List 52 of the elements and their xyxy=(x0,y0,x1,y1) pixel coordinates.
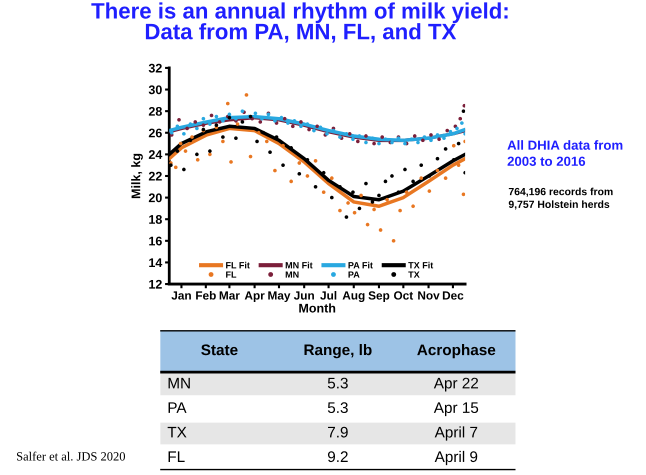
y-tick-label: 22 xyxy=(148,172,162,181)
x-axis-title: Month xyxy=(299,303,336,313)
x-tick-label: Sep xyxy=(368,291,390,302)
legend-label: PA Fit xyxy=(348,262,373,268)
x-tick-label: Jul xyxy=(320,290,336,300)
y-tick-label: 20 xyxy=(148,193,162,202)
chart-title: There is an annual rhythm of milk yield: Data from PA, MN, FL, and TX xyxy=(91,2,508,43)
x-tick-label: Aug xyxy=(342,291,364,302)
text: FL xyxy=(168,451,185,462)
y-tick-label: 18 xyxy=(149,215,162,224)
text: April 9 xyxy=(434,450,478,466)
legend-label: PA xyxy=(348,271,360,278)
y-tick-label: 24 xyxy=(148,150,162,159)
x-tick-label: Mar xyxy=(220,291,240,300)
y-tick-label: 32 xyxy=(148,64,162,73)
y-tick-label: 28 xyxy=(148,106,162,116)
category-label: Range, lb xyxy=(304,344,372,358)
text: All DHIA data from 2003 to 2016 xyxy=(507,140,622,166)
y-tick-label: 16 xyxy=(149,236,162,246)
legend-label: FL Fit xyxy=(226,262,250,268)
text: MN xyxy=(168,378,190,388)
x-tick-label: Nov xyxy=(418,291,440,300)
text: TX xyxy=(168,426,187,438)
text: 764,196 records from 9,757 Holstein herds xyxy=(508,188,613,210)
y-tick-label: 30 xyxy=(148,85,162,94)
legend-label: MN xyxy=(286,271,299,278)
category-label: Acrophase xyxy=(417,344,496,358)
y-tick-label: 26 xyxy=(148,128,162,138)
x-tick-label: Feb xyxy=(196,290,216,300)
legend-label: FL xyxy=(226,271,236,278)
x-tick-label: Jan xyxy=(171,291,191,300)
text: 7.9 xyxy=(328,426,348,438)
legend-label: TX xyxy=(408,271,420,278)
text: 5.3 xyxy=(328,378,348,389)
y-tick-label: 12 xyxy=(149,280,162,289)
text: Apr 15 xyxy=(434,402,478,416)
text: Apr 22 xyxy=(434,378,478,392)
text: 5.3 xyxy=(328,402,348,414)
legend-label: MN Fit xyxy=(286,262,313,268)
text: 9.2 xyxy=(328,451,348,462)
text: April 7 xyxy=(434,426,478,441)
x-tick-label: Oct xyxy=(394,291,414,300)
y-tick-label: 14 xyxy=(149,258,162,267)
x-tick-label: Apr xyxy=(244,291,265,302)
y-axis-title: Milk, kg xyxy=(131,154,143,198)
x-tick-label: Jun xyxy=(294,291,314,300)
legend-label: TX Fit xyxy=(408,262,434,268)
category-label: State xyxy=(201,344,238,356)
text: PA xyxy=(168,402,187,413)
x-tick-label: May xyxy=(268,291,290,302)
x-tick-label: Dec xyxy=(442,291,464,300)
text: Salfer et al. JDS 2020 xyxy=(16,452,126,461)
